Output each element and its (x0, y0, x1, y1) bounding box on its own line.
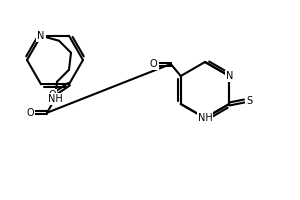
Text: NH: NH (48, 94, 62, 104)
Text: N: N (37, 31, 45, 41)
Text: O: O (150, 59, 158, 69)
Text: NH: NH (198, 113, 212, 123)
Text: O: O (48, 90, 56, 100)
Text: S: S (246, 96, 252, 106)
Text: N: N (226, 71, 233, 81)
Text: O: O (26, 108, 34, 118)
